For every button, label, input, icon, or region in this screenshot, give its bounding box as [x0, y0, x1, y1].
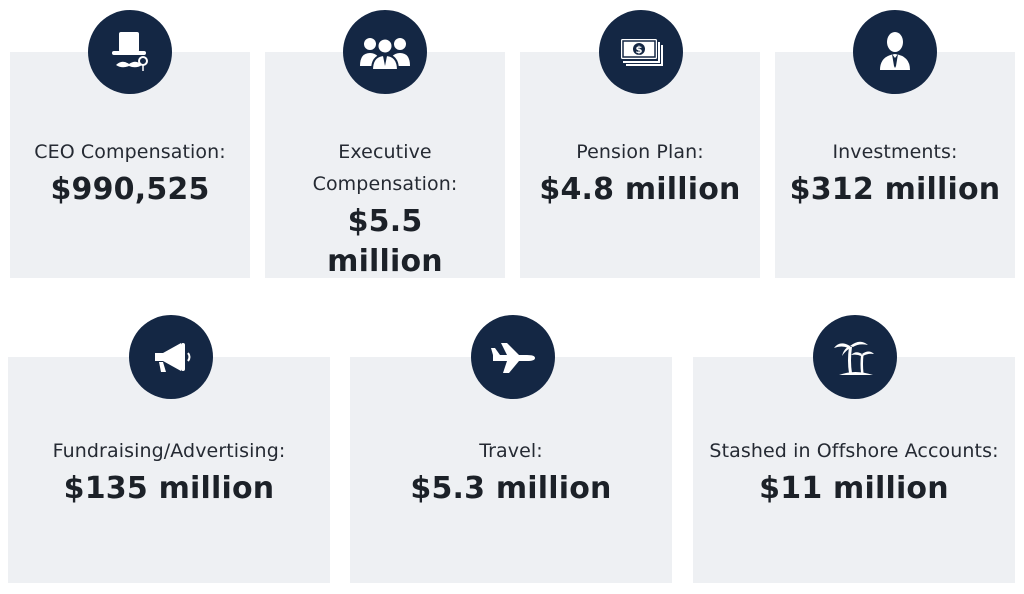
stat-amount: $990,525 — [50, 172, 210, 207]
stat-amount: $4.8 million — [539, 172, 741, 207]
stat-amount: $11 million — [759, 471, 949, 506]
stat-content: Pension Plan: $4.8 million — [520, 136, 760, 210]
stat-amount: $5.5 million — [327, 204, 443, 279]
stat-content: Stashed in Offshore Accounts: $11 millio… — [693, 435, 1015, 509]
stat-label: Pension Plan: — [576, 141, 704, 163]
stat-content: Travel: $5.3 million — [350, 435, 672, 509]
stat-content: Executive Compensation: $5.5 million — [265, 136, 505, 282]
stat-label: Investments: — [832, 141, 958, 163]
stat-amount: $135 million — [63, 471, 275, 506]
stat-card-travel: Travel: $5.3 million — [350, 357, 672, 583]
stat-label: Fundraising/Advertising: — [52, 440, 286, 462]
money-bills-icon: $ — [599, 10, 683, 94]
stat-amount: $312 million — [789, 172, 1001, 207]
svg-text:$: $ — [636, 45, 643, 56]
stat-label: CEO Compensation: — [34, 141, 226, 163]
top-hat-monocle-mustache-icon — [88, 10, 172, 94]
stat-amount: $5.3 million — [410, 471, 612, 506]
stat-content: Investments: $312 million — [775, 136, 1015, 210]
people-group-icon — [343, 10, 427, 94]
airplane-icon — [471, 315, 555, 399]
businessman-icon — [853, 10, 937, 94]
stat-label: Stashed in Offshore Accounts: — [709, 440, 999, 462]
stat-content: CEO Compensation: $990,525 — [10, 136, 250, 210]
palm-trees-icon — [813, 315, 897, 399]
stat-label: Travel: — [479, 440, 543, 462]
stat-label: Executive Compensation: — [312, 141, 458, 195]
stat-content: Fundraising/Advertising: $135 million — [8, 435, 330, 509]
megaphone-icon — [129, 315, 213, 399]
